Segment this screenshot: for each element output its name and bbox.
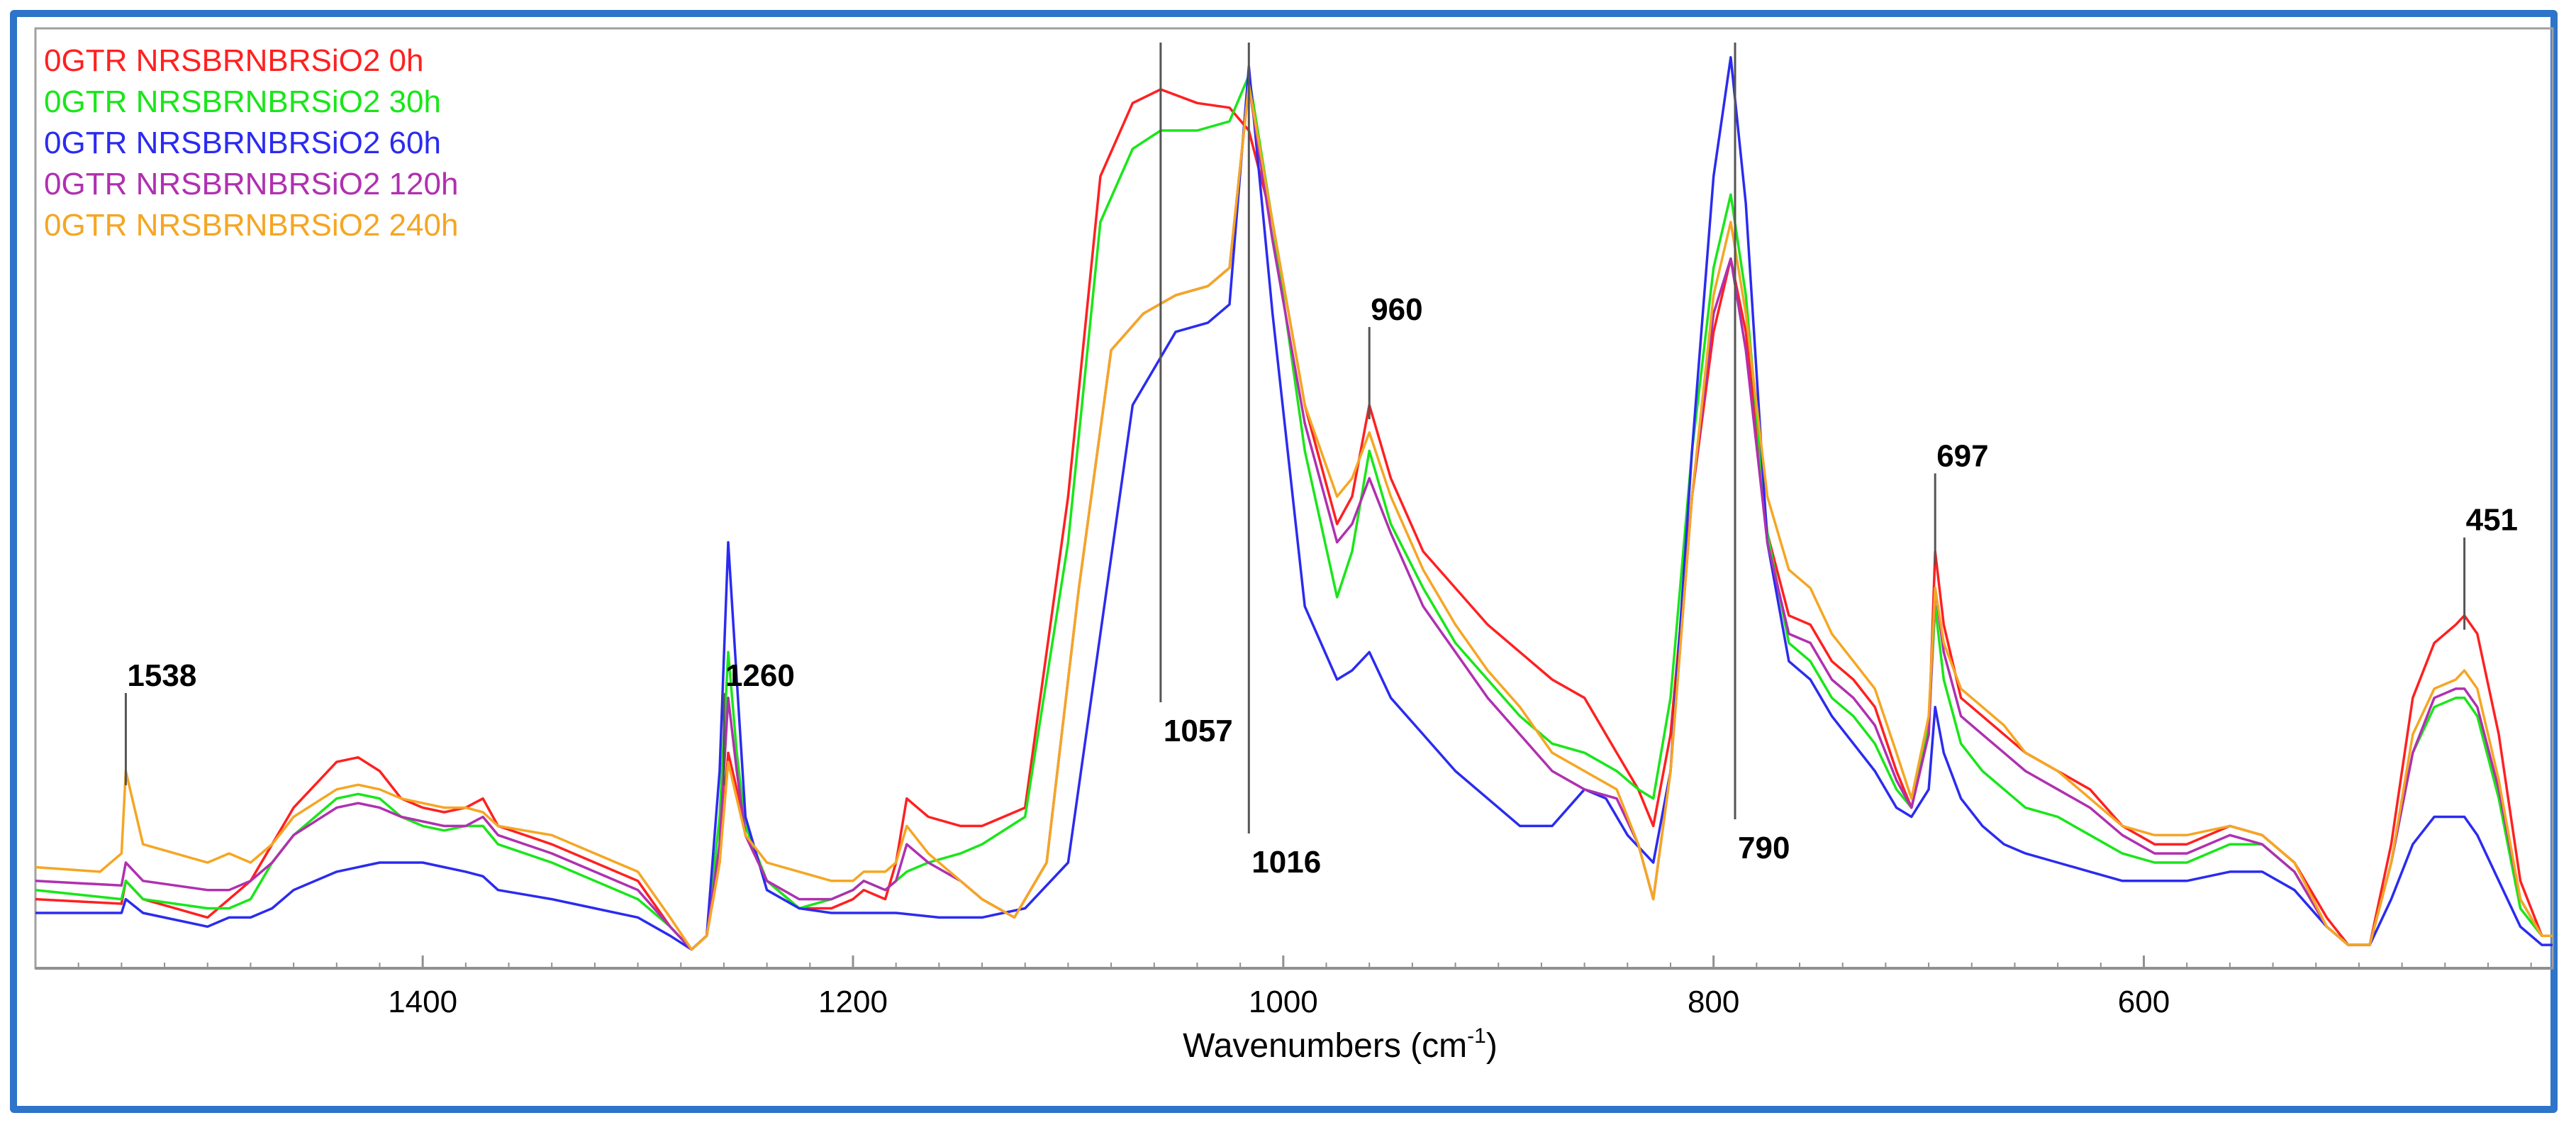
- x-axis-major-ticks: 1400 1200 1000 800 600: [388, 955, 2170, 1019]
- series-line-3: [35, 83, 2553, 951]
- peak-label: 1057: [1164, 714, 1233, 748]
- legend-item: 0GTR NRSBRNBRSiO2 240h: [44, 208, 458, 243]
- x-axis-title-main: Wavenumbers (cm: [1183, 1027, 1467, 1065]
- x-tick-label: 1400: [388, 985, 457, 1019]
- x-axis-title: Wavenumbers (cm-1): [1183, 1024, 1498, 1065]
- x-tick-label: 1200: [818, 985, 888, 1019]
- x-tick-label: 800: [1688, 985, 1739, 1019]
- peak-label: 960: [1371, 292, 1422, 327]
- x-axis-title-end: ): [1486, 1027, 1498, 1065]
- peak-label: 1016: [1251, 845, 1321, 880]
- peak-label: 451: [2466, 503, 2518, 538]
- x-tick-label: 1000: [1249, 985, 1318, 1019]
- legend-item: 0GTR NRSBRNBRSiO2 60h: [44, 126, 441, 160]
- peak-label: 1538: [127, 658, 196, 693]
- legend: 0GTR NRSBRNBRSiO2 0h 0GTR NRSBRNBRSiO2 30…: [44, 43, 458, 243]
- legend-item: 0GTR NRSBRNBRSiO2 0h: [44, 43, 423, 78]
- series-line-4: [35, 83, 2553, 951]
- peak-label: 790: [1738, 831, 1790, 865]
- plot-area: [34, 27, 2554, 970]
- x-axis-minor-ticks: [77, 963, 2532, 968]
- x-tick-label: 600: [2118, 985, 2170, 1019]
- peak-label: 1260: [725, 658, 795, 693]
- x-axis-title-superscript: -1: [1467, 1024, 1486, 1048]
- chart-frame: [10, 10, 2558, 1113]
- peak-annotations: 1538 1260 1057 1016 960 790 697 451: [124, 43, 2518, 880]
- peak-label: 697: [1936, 438, 1988, 473]
- legend-item: 0GTR NRSBRNBRSiO2 30h: [44, 84, 441, 119]
- series-line-1: [35, 74, 2553, 951]
- legend-item: 0GTR NRSBRNBRSiO2 120h: [44, 167, 458, 201]
- series-line-2: [35, 56, 2553, 951]
